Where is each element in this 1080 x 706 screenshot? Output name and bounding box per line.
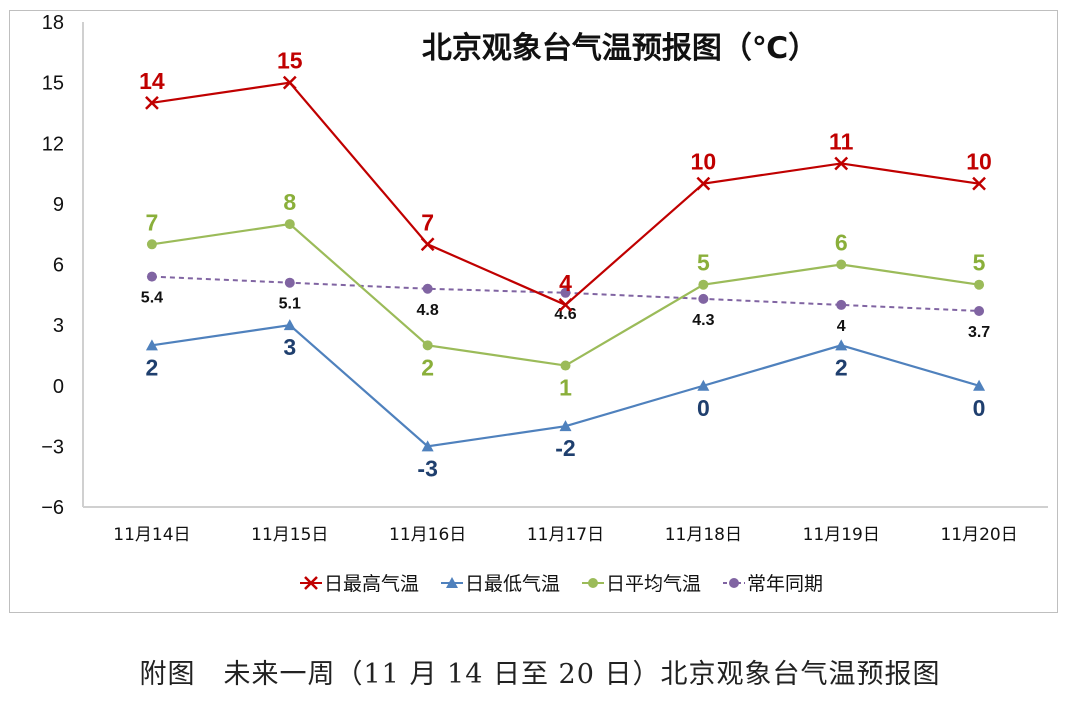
series-2: 7 8 2 1 5 6 5	[146, 189, 986, 400]
data-point	[284, 277, 295, 288]
legend-marker	[729, 578, 739, 588]
x-tick-label: 11月15日	[251, 525, 328, 545]
data-point	[146, 271, 157, 282]
y-tick-label: −3	[41, 436, 64, 458]
data-label: 8	[283, 189, 296, 215]
data-point	[145, 95, 159, 110]
legend-item: 常年同期	[723, 573, 823, 595]
data-label: 11	[829, 128, 854, 154]
legend-item: 日平均气温	[582, 573, 701, 595]
data-label: 5	[973, 250, 986, 276]
data-point	[698, 279, 709, 290]
data-label: 3	[283, 334, 296, 360]
data-label: 4.6	[554, 306, 576, 323]
data-point	[559, 420, 572, 432]
y-tick-label: −6	[41, 497, 64, 519]
data-point	[836, 259, 847, 270]
chart-title: 北京观象台气温预报图（℃）	[422, 31, 818, 66]
data-point	[836, 299, 847, 310]
data-label: 7	[146, 209, 159, 235]
data-point	[145, 339, 158, 351]
legend-item: 日最低气温	[441, 573, 560, 595]
data-point	[974, 279, 985, 290]
legend-label: 常年同期	[747, 573, 823, 595]
data-label: 4.3	[692, 312, 714, 329]
data-point	[560, 287, 571, 298]
data-point	[421, 440, 434, 452]
data-point	[420, 237, 435, 252]
data-label: 7	[421, 209, 434, 235]
data-label: 5	[697, 250, 710, 276]
data-label: 2	[835, 354, 848, 380]
data-label: 15	[277, 48, 303, 74]
x-tick-label: 11月18日	[665, 525, 742, 545]
data-label: 1	[559, 375, 572, 401]
data-point	[974, 305, 985, 316]
legend-label: 日最低气温	[465, 573, 560, 595]
data-label: 10	[691, 149, 717, 175]
data-label: 0	[697, 395, 710, 421]
legend-marker	[304, 576, 318, 590]
legend-marker	[446, 577, 458, 588]
data-point	[283, 319, 296, 331]
legend-label: 日平均气温	[606, 573, 701, 595]
data-label: 5.4	[141, 290, 163, 307]
data-point	[973, 379, 986, 391]
data-label: -3	[417, 455, 437, 481]
data-point	[282, 75, 297, 90]
data-label: 6	[835, 230, 848, 256]
data-label: 3.7	[968, 324, 990, 341]
data-label: 0	[973, 395, 986, 421]
x-tick-label: 11月17日	[527, 525, 604, 545]
data-point	[422, 340, 433, 351]
series-0: 14 15 7 4 10 11 10	[139, 48, 992, 312]
y-tick-label: 3	[53, 315, 64, 337]
y-tick-label: 9	[53, 194, 64, 216]
x-tick-label: 11月19日	[803, 525, 880, 545]
data-label: -2	[555, 435, 575, 461]
data-point	[834, 156, 849, 171]
data-label: 4	[559, 270, 572, 296]
figure-caption: 附图 未来一周（11 月 14 日至 20 日）北京观象台气温预报图	[139, 659, 941, 690]
x-tick-label: 11月20日	[940, 525, 1017, 545]
data-point	[697, 379, 710, 391]
data-point	[696, 176, 711, 191]
data-label: 2	[421, 354, 434, 380]
data-point	[698, 293, 709, 304]
y-tick-label: 18	[42, 12, 64, 34]
y-tick-label: 15	[42, 73, 64, 95]
data-label: 4	[837, 318, 846, 335]
legend-label: 日最高气温	[324, 573, 419, 595]
y-tick-label: 0	[53, 376, 64, 398]
chart-frame	[9, 10, 1058, 613]
data-label: 10	[966, 149, 992, 175]
data-point	[422, 283, 433, 294]
series-3: 5.4 5.1 4.8 4.6 4.3 4 3.7	[141, 271, 990, 341]
y-tick-label: 6	[53, 255, 64, 277]
y-tick-label: 12	[42, 133, 64, 155]
data-point	[835, 339, 848, 351]
data-point	[284, 219, 295, 230]
data-label: 4.8	[417, 302, 439, 319]
x-tick-label: 11月16日	[389, 525, 466, 545]
data-label: 5.1	[279, 296, 301, 313]
data-point	[560, 360, 571, 371]
data-label: 14	[139, 68, 165, 94]
data-label: 2	[146, 354, 159, 380]
series-1: 2 3 -3 -2 0 2 0	[145, 319, 986, 481]
data-point	[146, 239, 157, 250]
data-point	[972, 176, 986, 191]
data-point	[558, 298, 573, 312]
legend-item: 日最高气温	[300, 573, 419, 595]
x-tick-label: 11月14日	[113, 525, 190, 545]
legend-marker	[588, 578, 598, 588]
